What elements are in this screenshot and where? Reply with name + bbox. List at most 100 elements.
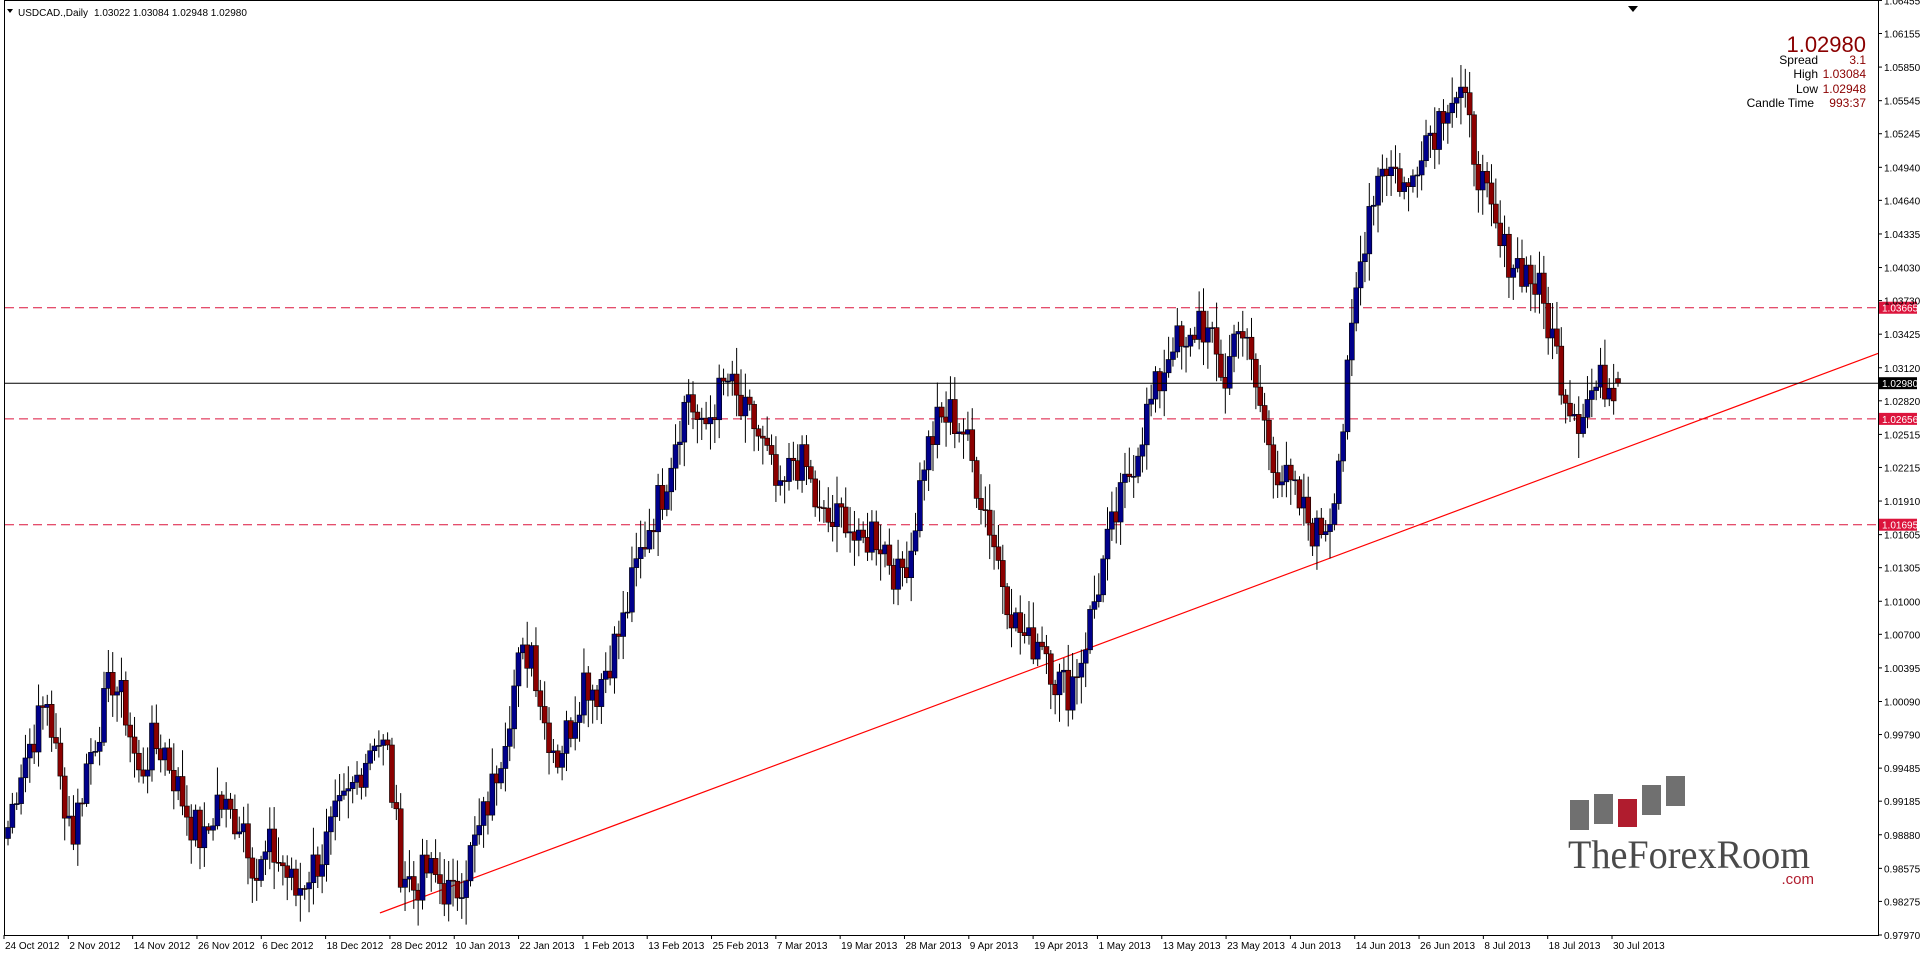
y-tick-label: 1.01605 xyxy=(1884,531,1920,542)
candle-body xyxy=(938,406,945,418)
candle-body xyxy=(1506,233,1512,278)
candle xyxy=(371,738,378,761)
candle xyxy=(576,701,583,742)
candle-body xyxy=(445,879,452,905)
x-tick-label: 22 Jan 2013 xyxy=(520,941,575,952)
candle xyxy=(1567,380,1573,422)
candle-body xyxy=(1239,331,1246,339)
x-tick-label: 25 Feb 2013 xyxy=(713,941,770,952)
candle xyxy=(1479,154,1486,215)
candle-body xyxy=(812,478,818,508)
candle-time-label: Candle Time xyxy=(1747,96,1815,110)
y-tick-label: 0.97970 xyxy=(1884,931,1920,942)
candle xyxy=(96,726,103,766)
candle xyxy=(1078,649,1085,704)
candle-body xyxy=(1349,322,1355,361)
candle-body xyxy=(1266,419,1272,446)
candle-body xyxy=(1231,333,1237,357)
candle-body xyxy=(611,633,618,679)
logo-bar xyxy=(1594,794,1613,824)
level-label: 1.02656 xyxy=(1882,415,1919,426)
candle xyxy=(681,395,688,467)
candle-body xyxy=(210,825,216,831)
trendline[interactable] xyxy=(379,352,1879,914)
candle-body xyxy=(668,467,674,493)
candle xyxy=(437,852,443,905)
candle-body xyxy=(908,550,914,578)
candle xyxy=(1148,384,1154,417)
y-tick-label: 0.99790 xyxy=(1884,731,1920,742)
candle xyxy=(1510,264,1517,300)
candle xyxy=(812,470,818,517)
candle-body xyxy=(1418,160,1425,176)
candle-body xyxy=(716,377,722,421)
candle xyxy=(1135,447,1141,484)
candle xyxy=(546,707,552,775)
candle xyxy=(1462,68,1469,108)
candle xyxy=(873,510,880,566)
candle xyxy=(380,734,387,766)
candle xyxy=(1104,507,1111,581)
candle xyxy=(825,487,832,533)
candle xyxy=(332,779,339,841)
spread-value: 3.1 xyxy=(1849,53,1866,67)
candle xyxy=(1458,65,1464,125)
level-label-bg xyxy=(1879,301,1917,314)
candle-body xyxy=(760,435,766,439)
x-tick-label: 4 Jun 2013 xyxy=(1291,941,1341,952)
candle-body xyxy=(1375,175,1381,206)
candle xyxy=(166,738,173,774)
candle xyxy=(978,474,984,525)
candle-body xyxy=(764,437,770,446)
candle xyxy=(1130,455,1137,498)
candles-group xyxy=(5,65,1621,926)
candle-body xyxy=(677,441,683,445)
candle-body xyxy=(1335,460,1342,504)
candle-body xyxy=(1078,662,1085,678)
candle-body xyxy=(1484,171,1490,184)
candle-body xyxy=(1095,594,1102,602)
candle-body xyxy=(402,878,408,888)
candle-body xyxy=(349,782,356,789)
candle xyxy=(629,546,635,623)
candle-body xyxy=(1253,358,1259,388)
dropdown-triangle-icon[interactable] xyxy=(7,9,13,13)
candle-body xyxy=(1274,472,1281,486)
candle xyxy=(1589,368,1595,418)
candle-body xyxy=(9,803,16,828)
chart-shift-marker[interactable] xyxy=(1628,6,1638,12)
candle-body xyxy=(576,714,583,723)
candle-body xyxy=(629,567,635,613)
candle xyxy=(537,679,544,721)
candle-body xyxy=(1148,398,1154,405)
candle xyxy=(1541,255,1547,330)
candle xyxy=(53,713,59,749)
candle xyxy=(210,818,216,841)
candle-body xyxy=(1043,646,1050,655)
candle xyxy=(262,840,269,876)
candle xyxy=(908,532,914,602)
candle-body xyxy=(681,401,688,443)
candle-body xyxy=(1039,641,1045,647)
candle-body xyxy=(88,752,94,765)
candle-body xyxy=(1017,612,1024,633)
candle xyxy=(123,671,129,736)
candle-body xyxy=(1143,403,1150,446)
candle xyxy=(1047,650,1054,710)
candle xyxy=(402,861,408,911)
candle xyxy=(1122,452,1128,509)
candle xyxy=(249,847,256,903)
candle-body xyxy=(991,534,997,548)
candle xyxy=(136,739,142,783)
candle xyxy=(1017,595,1024,655)
candle-body xyxy=(1139,444,1146,457)
candle xyxy=(1388,150,1394,196)
candle-body xyxy=(1296,479,1303,509)
candle-body xyxy=(92,751,99,753)
candle xyxy=(1274,450,1281,498)
candle-body xyxy=(694,411,701,420)
candle xyxy=(1344,355,1351,440)
candle xyxy=(472,816,478,873)
x-tick-label: 24 Oct 2012 xyxy=(5,941,60,952)
candle-body xyxy=(397,808,404,888)
